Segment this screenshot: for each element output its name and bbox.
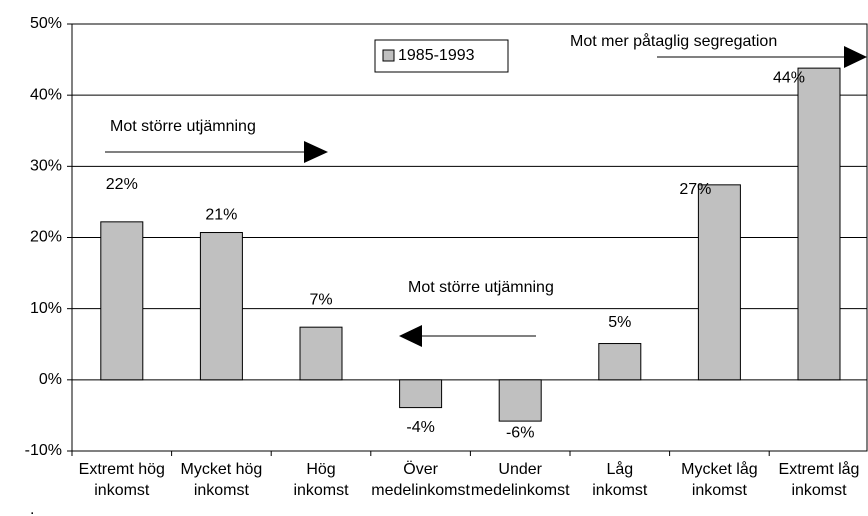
- y-tick-label: 10%: [30, 300, 62, 317]
- y-tick-label: 40%: [30, 86, 62, 103]
- annotation: Mot större utjämning: [408, 279, 554, 296]
- x-tick-label-line: Över: [403, 460, 438, 478]
- bar: [797, 67, 841, 381]
- x-tick-label: Hög inkomst: [293, 461, 349, 499]
- legend: [374, 39, 509, 73]
- data-label: -4%: [406, 419, 434, 436]
- x-tick-label: Extremt låg inkomst: [779, 460, 860, 499]
- x-tick-label-line: medelinkomst: [371, 482, 470, 499]
- y-tick-label: 0%: [39, 371, 62, 388]
- legend-label: 1985-1993: [398, 47, 475, 64]
- arrow-head: [304, 141, 328, 163]
- x-tick-label: Mycket hög inkomst: [180, 461, 262, 499]
- x-tick-label-line: Hög: [306, 461, 335, 478]
- x-tick-label-line: inkomst: [791, 482, 847, 499]
- data-label: 7%: [309, 291, 332, 308]
- x-tick-label-line: inkomst: [692, 482, 748, 499]
- x-tick-label: Över medelinkomst: [371, 460, 470, 499]
- x-tick-label: Mycket låg inkomst: [681, 460, 757, 499]
- y-tick-label: 20%: [30, 229, 62, 246]
- data-label: -6%: [506, 424, 534, 441]
- bar: [697, 184, 741, 381]
- bar: [199, 232, 243, 381]
- data-label: 44%: [773, 69, 805, 86]
- y-tick-label: 50%: [30, 15, 62, 32]
- data-label: 21%: [205, 207, 237, 224]
- y-tick-label: 30%: [30, 158, 62, 175]
- bar: [498, 379, 542, 422]
- x-tick-label-line: inkomst: [293, 482, 349, 499]
- annotation: Mot mer påtaglig segregation: [570, 32, 777, 50]
- x-tick-label-line: inkomst: [194, 482, 250, 499]
- y-tick-label: -10%: [25, 442, 62, 459]
- x-tick-label: Extremt hög inkomst: [79, 461, 165, 499]
- bar: [299, 326, 343, 381]
- bar: [399, 379, 443, 409]
- bar: [100, 221, 144, 381]
- annotation: Mot större utjämning: [110, 118, 256, 135]
- x-tick-label-line: Extremt låg: [779, 460, 860, 478]
- data-label: 22%: [106, 176, 138, 193]
- arrow-head: [399, 325, 422, 347]
- x-tick-label-line: inkomst: [94, 482, 150, 499]
- data-label: 27%: [679, 181, 711, 198]
- x-tick-label: Under medelinkomst: [471, 461, 570, 499]
- arrow-head: [844, 46, 867, 68]
- data-label: 5%: [608, 314, 631, 331]
- x-tick-label-line: medelinkomst: [471, 482, 570, 499]
- x-tick-label-line: Mycket hög: [180, 461, 262, 478]
- bar: [598, 343, 642, 381]
- x-tick-label: Låg inkomst: [592, 460, 648, 499]
- x-tick-label-line: inkomst: [592, 482, 648, 499]
- footnote: .: [30, 501, 34, 516]
- x-tick-label-line: Låg: [606, 460, 633, 478]
- x-tick-label-line: Under: [498, 461, 542, 478]
- x-tick-label-line: Mycket låg: [681, 460, 757, 478]
- legend-swatch: [382, 49, 395, 62]
- x-tick-label-line: Extremt hög: [79, 461, 165, 478]
